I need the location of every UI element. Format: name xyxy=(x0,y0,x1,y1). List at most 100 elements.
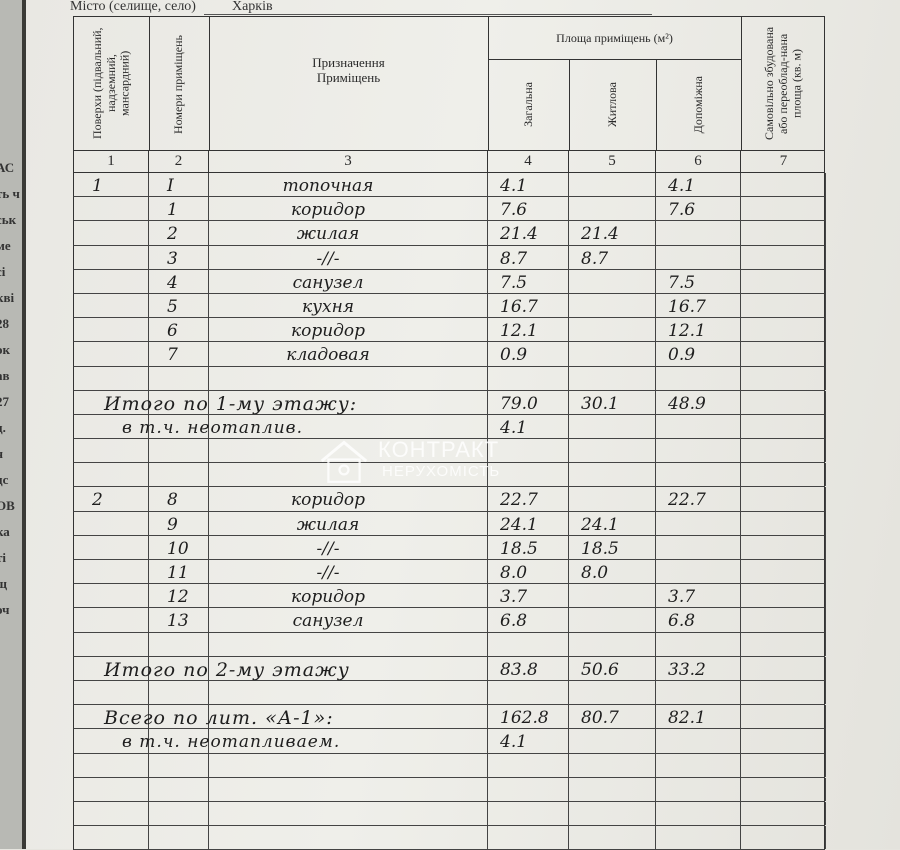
house-key-logo-icon xyxy=(320,440,368,483)
aux-area-cell: 82.1 xyxy=(656,705,741,732)
unauthorized-area-cell xyxy=(741,487,826,514)
room-purpose-cell xyxy=(209,705,488,732)
aux-area-cell: 7.6 xyxy=(656,197,741,224)
summary-label: в т.ч. неотапливаем. xyxy=(122,732,341,753)
side-text-fragment: 27 xyxy=(0,394,9,409)
unauthorized-area-cell xyxy=(741,826,826,850)
floor-cell xyxy=(74,632,149,656)
floor-cell: 1 xyxy=(74,173,149,199)
aux-area-cell xyxy=(656,511,741,538)
aux-area-cell: 48.9 xyxy=(656,390,741,417)
table-row: 3 -//- 8.7 8.7 xyxy=(73,245,826,272)
summary-row: 162.8 80.7 82.1 Всего по лит. «А-1»: xyxy=(73,705,826,732)
summary-row: 4.1 в т.ч. неотапливаем. xyxy=(73,729,826,756)
aux-area-cell xyxy=(656,463,741,487)
side-text-fragment: ка xyxy=(0,524,10,539)
living-area-cell xyxy=(569,173,656,199)
room-purpose-cell: жилая xyxy=(209,511,488,538)
room-number-cell xyxy=(149,390,209,417)
table-row: 1 коридор 7.6 7.6 xyxy=(73,197,826,224)
page-edge xyxy=(22,0,26,849)
floor-cell xyxy=(74,197,149,224)
unauthorized-area-cell xyxy=(741,535,826,562)
room-number-cell xyxy=(149,632,209,656)
total-area-cell: 24.1 xyxy=(488,511,569,538)
summary-row: 4.1 в т.ч. неотаплив. xyxy=(73,414,826,441)
total-area-cell: 4.1 xyxy=(488,729,569,756)
floor-cell xyxy=(74,414,149,441)
floor-cell xyxy=(74,560,149,586)
table-row xyxy=(73,463,826,488)
header-unauthorized: Самовільно збудована або переоблад-нана … xyxy=(741,17,826,150)
aux-area-cell xyxy=(656,729,741,756)
room-number-cell xyxy=(149,439,209,463)
living-area-cell xyxy=(569,366,656,390)
unauthorized-area-cell xyxy=(741,632,826,656)
aux-area-cell xyxy=(656,632,741,656)
living-area-cell: 21.4 xyxy=(569,221,656,248)
living-area-cell: 8.0 xyxy=(569,560,656,586)
room-purpose-cell: коридор xyxy=(209,197,488,224)
watermark-line2: НЕРУХОМІСТЬ xyxy=(382,463,501,480)
table-row: 2 жилая 21.4 21.4 xyxy=(73,221,826,248)
unauthorized-area-cell xyxy=(741,245,826,272)
unauthorized-area-cell xyxy=(741,173,826,199)
living-area-cell: 8.7 xyxy=(569,245,656,272)
aux-area-cell xyxy=(656,245,741,272)
living-area-cell xyxy=(569,293,656,320)
summary-label: в т.ч. неотаплив. xyxy=(122,417,303,438)
header-purpose: Призначення Приміщень xyxy=(209,17,489,150)
table-row: 9 жилая 24.1 24.1 xyxy=(73,511,826,538)
room-number-cell xyxy=(149,366,209,390)
table-row: 2 8 коридор 22.7 22.7 xyxy=(73,487,826,514)
total-area-cell xyxy=(488,463,569,487)
room-number-cell: 12 xyxy=(149,584,209,611)
aux-area-cell: 12.1 xyxy=(656,318,741,345)
room-purpose-cell: санузел xyxy=(209,608,488,635)
living-area-cell xyxy=(569,608,656,635)
header-room-numbers-text: Номери приміщень xyxy=(171,34,186,134)
side-text-fragment: сі xyxy=(0,264,6,279)
total-area-cell: 12.1 xyxy=(488,318,569,345)
city-line: Місто (селище, село) Харків xyxy=(70,0,652,15)
header-area-group: Площа приміщень (м²) xyxy=(488,17,742,60)
floor-cell xyxy=(74,656,149,683)
room-purpose-cell xyxy=(209,463,488,487)
total-area-cell: 79.0 xyxy=(488,390,569,417)
adjacent-page-strip: АС ть ч ськ ме сі кві 28 ок ав 27 д. я дс ОВ ка ті щ оч xyxy=(0,0,24,849)
floor-cell xyxy=(74,366,149,390)
city-value: Харків xyxy=(203,0,652,15)
total-area-cell xyxy=(488,777,569,801)
room-purpose-cell xyxy=(209,753,488,777)
column-number-row: 1 2 3 4 5 6 7 xyxy=(73,150,825,173)
living-area-cell xyxy=(569,826,656,850)
table-row: 13 санузел 6.8 6.8 xyxy=(73,608,826,635)
col-number: 4 xyxy=(488,151,569,172)
total-area-cell: 21.4 xyxy=(488,221,569,248)
floor-cell xyxy=(74,293,149,320)
total-area-cell: 16.7 xyxy=(488,293,569,320)
total-area-cell xyxy=(488,366,569,390)
total-area-cell: 6.8 xyxy=(488,608,569,635)
side-text-fragment: АС xyxy=(0,160,15,175)
unauthorized-area-cell xyxy=(741,221,826,248)
aux-area-cell: 7.5 xyxy=(656,269,741,296)
living-area-cell xyxy=(569,342,656,369)
floor-cell xyxy=(74,584,149,611)
table-row: 5 кухня 16.7 16.7 xyxy=(73,293,826,320)
header-floors: Поверхи (підвальний, надземний, мансардн… xyxy=(74,17,150,150)
unauthorized-area-cell xyxy=(741,293,826,320)
unauthorized-area-cell xyxy=(741,439,826,463)
unauthorized-area-cell xyxy=(741,342,826,369)
unauthorized-area-cell xyxy=(741,560,826,586)
room-purpose-cell xyxy=(209,439,488,463)
table-row: 12 коридор 3.7 3.7 xyxy=(73,584,826,611)
total-area-cell xyxy=(488,826,569,850)
room-purpose-cell xyxy=(209,632,488,656)
room-number-cell: 11 xyxy=(149,560,209,586)
room-purpose-cell: -//- xyxy=(209,245,488,272)
living-area-cell xyxy=(569,463,656,487)
city-label: Місто (селище, село) xyxy=(70,0,196,14)
table-header: Поверхи (підвальний, надземний, мансардн… xyxy=(73,16,825,150)
living-area-cell: 24.1 xyxy=(569,511,656,538)
